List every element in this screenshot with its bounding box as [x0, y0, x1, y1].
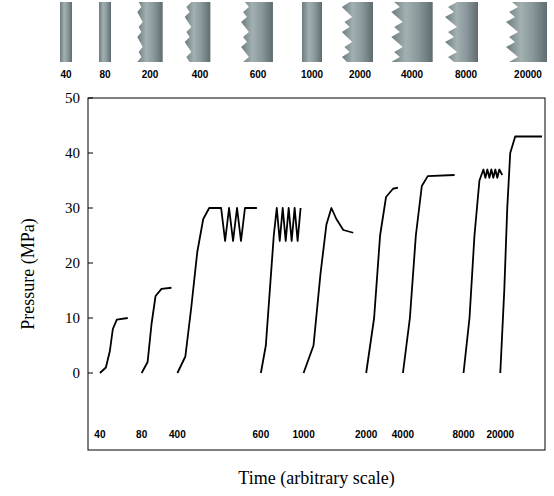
- pressure-curve: [100, 318, 128, 373]
- specimen-label: 1000: [301, 69, 324, 80]
- y-tick: [88, 263, 93, 264]
- pressure-curve: [261, 208, 301, 373]
- curve-label: 600: [253, 429, 270, 440]
- y-tick: [88, 98, 93, 99]
- y-axis: 0 10 20 30 40 50: [65, 90, 93, 381]
- specimen-label: 400: [192, 69, 209, 80]
- plot-frame: [88, 98, 545, 450]
- specimen-image: [342, 2, 373, 62]
- pressure-curve: [304, 208, 354, 373]
- specimen-label: 20000: [514, 69, 542, 80]
- y-tick-label: 10: [65, 310, 80, 326]
- specimen-image: [185, 2, 211, 62]
- specimen-image: [302, 2, 322, 62]
- curve-label: 1000: [292, 429, 315, 440]
- curve-labels: 40 80 400 600 1000 2000 4000 8000 20000: [94, 429, 514, 440]
- curve-label: 4000: [392, 429, 415, 440]
- specimen-label: 80: [99, 69, 111, 80]
- y-tick: [88, 153, 93, 154]
- y-tick: [88, 373, 93, 374]
- specimen-label: 40: [60, 69, 72, 80]
- x-axis-title: Time (arbitrary scale): [238, 468, 394, 489]
- specimen-label: 600: [250, 69, 267, 80]
- y-tick: [88, 208, 93, 209]
- pressure-curve: [366, 188, 398, 373]
- specimen-label: 2000: [349, 69, 372, 80]
- specimen-label: 8000: [455, 69, 478, 80]
- pressure-curve: [142, 288, 172, 373]
- curve-label: 8000: [452, 429, 475, 440]
- specimen-image: [241, 2, 273, 62]
- pressure-curve: [403, 175, 455, 373]
- specimen-image: [506, 2, 547, 62]
- specimen-image: [99, 2, 111, 62]
- specimen-label: 200: [142, 69, 159, 80]
- curve-label: 40: [94, 429, 106, 440]
- curve-label: 20000: [486, 429, 514, 440]
- y-tick: [88, 318, 93, 319]
- curve-label: 400: [169, 429, 186, 440]
- y-tick-label: 50: [65, 90, 80, 106]
- figure: 40 80 200 400 600 1000 2000 4000 8000 20000 0 10 20 3…: [0, 0, 554, 496]
- specimen-image: [137, 2, 162, 62]
- specimen-image: [60, 2, 72, 62]
- pressure-curve: [500, 137, 542, 374]
- y-tick-label: 0: [73, 365, 81, 381]
- specimen-image: [391, 2, 432, 62]
- specimen-strip: 40 80 200 400 600 1000 2000 4000 8000 20000: [60, 2, 547, 80]
- lines: [100, 137, 542, 374]
- pressure-curve: [464, 170, 503, 374]
- y-axis-title: Pressure (MPa): [18, 218, 39, 329]
- specimen-image: [445, 2, 478, 62]
- curve-label: 80: [136, 429, 148, 440]
- y-tick-label: 40: [65, 145, 80, 161]
- specimen-label: 4000: [401, 69, 424, 80]
- pressure-curve: [177, 208, 256, 373]
- curve-label: 2000: [355, 429, 378, 440]
- y-tick-label: 30: [65, 200, 80, 216]
- y-tick-label: 20: [65, 255, 80, 271]
